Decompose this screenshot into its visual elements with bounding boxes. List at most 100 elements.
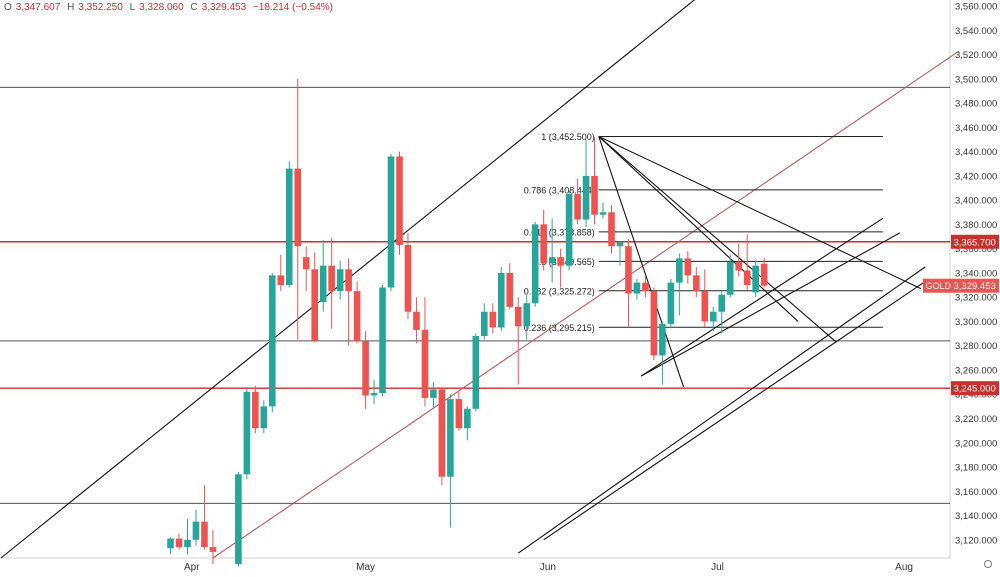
candle-body — [523, 303, 530, 327]
support-price-tag-bg — [951, 381, 999, 396]
candle-body — [413, 311, 420, 330]
fib-level-label: 1 (3,452.500) — [541, 132, 595, 142]
uptrend-line — [517, 266, 926, 554]
price-tick-label: 3,480.000 — [955, 99, 997, 110]
candle-body — [438, 389, 446, 477]
price-tick-label: 3,420.000 — [955, 171, 997, 182]
candle-body — [243, 391, 251, 475]
time-tick-label: Aug — [895, 562, 913, 572]
fib-level-label: 0.5 (3,349.565) — [534, 257, 595, 267]
candle-body — [311, 269, 318, 341]
candle-body — [684, 258, 692, 276]
candle-body — [531, 224, 539, 304]
time-tick-label: Jun — [540, 562, 556, 572]
candle-body — [336, 269, 344, 292]
high-value: 3,352.250 — [78, 2, 123, 13]
candle-body — [735, 262, 742, 271]
price-tick-label: 3,400.000 — [955, 196, 997, 207]
price-tick-label: 3,540.000 — [955, 26, 997, 37]
candle-body — [760, 263, 768, 286]
candle-body — [277, 275, 285, 286]
candle-body — [319, 265, 327, 303]
chart-settings-icon[interactable] — [984, 560, 992, 568]
candle-body — [209, 547, 217, 552]
trend-channel-upper — [0, 0, 696, 559]
symbol-tag-bg — [923, 278, 951, 293]
candle-body — [659, 323, 666, 356]
fib-level-label: 0.618 (3,373.858) — [524, 227, 595, 237]
candle-body — [616, 242, 624, 247]
candle-body — [379, 287, 386, 394]
close-value: 3,329.453 — [201, 2, 247, 13]
time-tick-label: May — [356, 562, 375, 572]
candle-body — [743, 270, 751, 286]
candle-body — [396, 156, 403, 246]
candle-body — [387, 156, 395, 288]
price-tick-label: 3,560.000 — [955, 2, 997, 13]
candle-body — [540, 224, 547, 264]
candle-body — [345, 269, 352, 292]
support-price-tag-text: 3,245.000 — [954, 384, 996, 395]
candle-body — [548, 257, 556, 264]
price-tick-label: 3,280.000 — [955, 341, 997, 352]
ohlc-readout: O 3,347.607 H 3,352.250 L 3,328.060 C 3,329.… — [4, 2, 337, 13]
candle-body — [353, 291, 361, 341]
price-tick-label: 3,200.000 — [955, 438, 997, 449]
fan-line — [598, 136, 837, 343]
candle-body — [260, 406, 268, 429]
candle-body — [328, 265, 335, 292]
candle-body — [514, 306, 522, 327]
candle-body — [167, 538, 174, 549]
symbol-tag-text: GOLD — [926, 281, 952, 291]
price-tick-label: 3,160.000 — [955, 487, 997, 498]
price-tick-label: 3,460.000 — [955, 123, 997, 134]
trend-channel-mid — [212, 50, 960, 559]
price-tick-label: 3,140.000 — [955, 511, 997, 522]
candle-body — [726, 262, 734, 295]
candle-body — [455, 399, 463, 429]
fib-level-label: 0.786 (3,408.444) — [524, 185, 595, 195]
candle-body — [574, 194, 581, 220]
candle-body — [302, 257, 310, 270]
candle-body — [175, 538, 183, 548]
change-value: −18.214 (−0.54%) — [252, 2, 333, 13]
candle-body — [650, 291, 658, 356]
price-tick-label: 3,380.000 — [955, 220, 997, 231]
time-tick-label: Jul — [711, 562, 724, 572]
price-tick-label: 3,240.000 — [955, 390, 997, 401]
triangle-lower-line — [640, 217, 884, 377]
low-label: L — [129, 2, 136, 13]
candle-body — [201, 521, 208, 548]
open-label: O — [4, 2, 12, 13]
candle-body — [667, 282, 675, 324]
candle-body — [489, 311, 497, 328]
close-label: C — [190, 2, 198, 13]
candle-body — [362, 340, 369, 396]
resistance-price-tag-text: 3,365.700 — [954, 237, 996, 248]
candle-body — [447, 399, 454, 477]
price-tick-label: 3,500.000 — [955, 74, 997, 85]
candle-body — [608, 212, 615, 247]
price-tick-label: 3,440.000 — [955, 147, 997, 158]
price-tick-label: 3,520.000 — [955, 50, 997, 61]
candle-body — [599, 212, 607, 215]
candle-body — [752, 265, 759, 293]
candle-body — [557, 257, 564, 266]
price-tick-label: 3,260.000 — [955, 365, 997, 376]
price-tick-label: 3,120.000 — [955, 535, 997, 546]
candle-body — [693, 275, 700, 292]
candle-body — [701, 291, 709, 322]
candle-body — [235, 474, 242, 565]
uptrend-line — [543, 280, 926, 541]
candle-body — [709, 311, 717, 322]
candle-body — [464, 408, 471, 429]
fib-level-label: 0.236 (3,295.215) — [524, 323, 595, 333]
high-label: H — [67, 2, 75, 13]
candle-body — [633, 282, 641, 294]
last-price-tag-bg — [951, 278, 999, 293]
candle-body — [184, 539, 191, 548]
fib-level-label: 0.382 (3,325.272) — [524, 286, 595, 296]
price-tick-label: 3,320.000 — [955, 293, 997, 304]
